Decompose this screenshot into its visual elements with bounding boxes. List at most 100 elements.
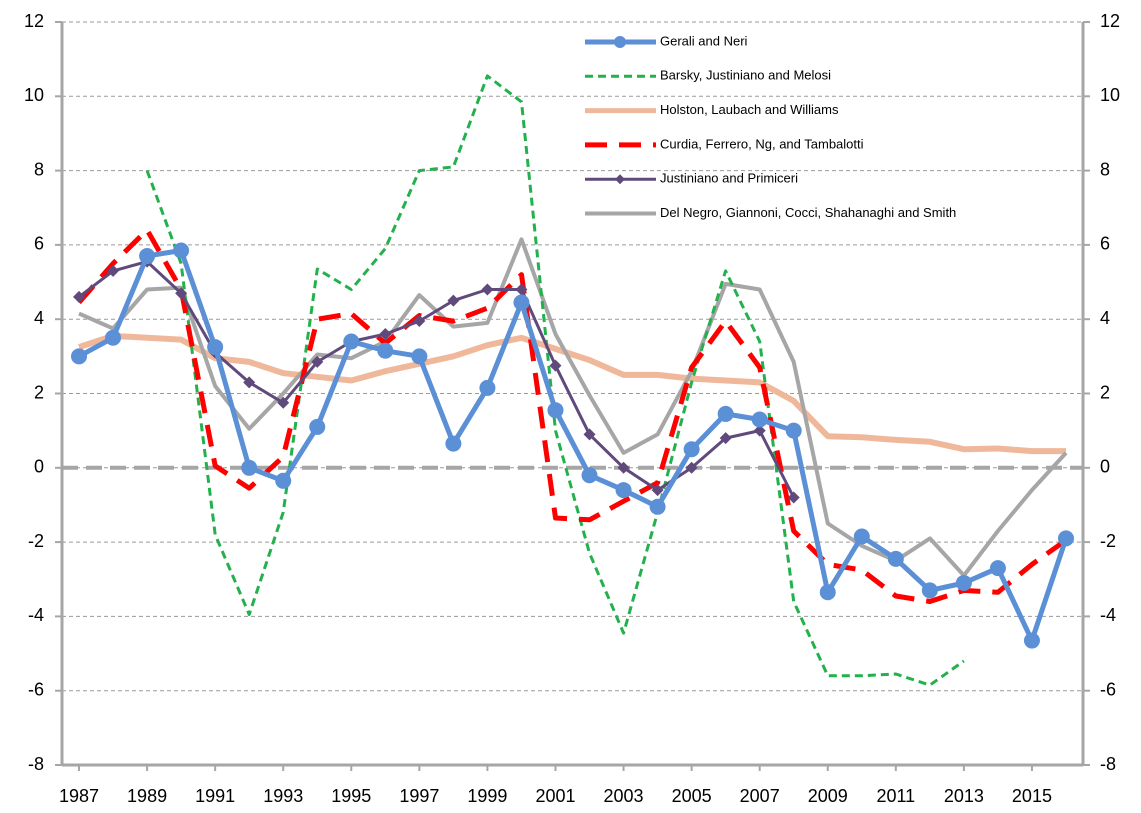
point-marker — [481, 283, 494, 296]
legend-label: Curdia, Ferrero, Ng, and Tambalotti — [660, 136, 864, 151]
x-tick-label: 1987 — [59, 786, 99, 806]
point-marker — [241, 459, 258, 476]
x-tick-label: 2009 — [808, 786, 848, 806]
point-marker — [819, 584, 836, 601]
point-marker — [651, 484, 664, 497]
y-tick-label: 8 — [34, 159, 44, 179]
point-marker — [1023, 632, 1040, 649]
point-marker — [411, 348, 428, 365]
legend-marker — [614, 36, 626, 48]
point-marker — [377, 342, 394, 359]
x-tick-label: 2013 — [944, 786, 984, 806]
point-marker — [719, 432, 732, 445]
point-marker — [515, 283, 528, 296]
point-marker — [173, 242, 190, 259]
legend-label: Del Negro, Giannoni, Cocci, Shahanaghi a… — [660, 205, 956, 220]
point-marker — [887, 550, 904, 567]
y2-tick-label: -6 — [1100, 679, 1116, 699]
y-tick-label: -4 — [28, 605, 44, 625]
point-marker — [853, 528, 870, 545]
legend-marker — [615, 174, 625, 185]
point-marker — [921, 582, 938, 599]
y2-tick-label: 0 — [1100, 457, 1110, 477]
point-marker — [275, 472, 292, 489]
point-marker — [549, 359, 562, 372]
y-tick-label: 0 — [34, 457, 44, 477]
point-marker — [785, 422, 802, 439]
point-marker — [1057, 530, 1074, 547]
x-tick-label: 2007 — [740, 786, 780, 806]
y2-tick-label: 6 — [1100, 234, 1110, 254]
point-marker — [685, 461, 698, 474]
x-tick-label: 1989 — [127, 786, 167, 806]
y-tick-label: 4 — [34, 308, 44, 328]
legend-label: Gerali and Neri — [660, 33, 748, 48]
point-marker — [311, 355, 324, 368]
point-marker — [139, 248, 156, 265]
legend-label: Holston, Laubach and Williams — [660, 102, 839, 117]
y-tick-label: 2 — [34, 382, 44, 402]
point-marker — [343, 333, 360, 350]
point-marker — [955, 574, 972, 591]
point-marker — [107, 264, 120, 277]
series-line — [78, 237, 1068, 578]
y2-tick-label: 8 — [1100, 159, 1110, 179]
y-tick-label: -2 — [28, 531, 44, 551]
point-marker — [581, 467, 598, 484]
y-tick-label: -6 — [28, 679, 44, 699]
x-tick-label: 2011 — [876, 786, 915, 806]
point-marker — [105, 329, 122, 346]
point-marker — [615, 482, 632, 499]
point-marker — [479, 379, 496, 396]
x-tick-label: 2005 — [672, 786, 712, 806]
point-marker — [379, 328, 392, 341]
y2-tick-label: -8 — [1100, 754, 1116, 774]
x-tick-label: 1993 — [263, 786, 303, 806]
point-marker — [547, 402, 564, 419]
point-marker — [989, 560, 1006, 577]
point-marker — [447, 294, 460, 307]
point-marker — [71, 348, 88, 365]
x-tick-label: 1997 — [399, 786, 439, 806]
point-marker — [73, 290, 86, 303]
y2-tick-label: -2 — [1100, 531, 1116, 551]
x-tick-label: 2001 — [535, 786, 575, 806]
y2-tick-label: 4 — [1100, 308, 1110, 328]
series-line — [77, 227, 1068, 604]
point-marker — [649, 498, 666, 515]
point-marker — [717, 405, 734, 422]
y-tick-label: -8 — [28, 754, 44, 774]
series-line — [78, 332, 1066, 455]
y2-tick-label: 2 — [1100, 382, 1110, 402]
point-marker — [445, 435, 462, 452]
y-tick-label: 6 — [34, 234, 44, 254]
point-marker — [751, 411, 768, 428]
series-line — [77, 248, 1069, 643]
x-tick-label: 2015 — [1012, 786, 1052, 806]
y-tick-label: 10 — [24, 85, 44, 105]
point-marker — [683, 441, 700, 458]
legend-label: Justiniano and Primiceri — [660, 171, 798, 186]
point-marker — [309, 418, 326, 435]
x-tick-label: 2003 — [604, 786, 644, 806]
point-marker — [513, 294, 530, 311]
x-tick-label: 1991 — [195, 786, 235, 806]
point-marker — [243, 376, 256, 389]
point-marker — [787, 491, 800, 504]
point-marker — [753, 424, 766, 437]
legend-label: Barsky, Justiniano and Melosi — [660, 68, 831, 83]
point-marker — [413, 315, 426, 328]
point-marker — [207, 339, 224, 356]
point-marker — [175, 287, 188, 300]
y2-tick-label: -4 — [1100, 605, 1116, 625]
x-tick-label: 1995 — [331, 786, 371, 806]
x-tick-label: 1999 — [467, 786, 507, 806]
point-marker — [617, 461, 630, 474]
y2-tick-label: 12 — [1100, 11, 1120, 31]
point-marker — [583, 428, 596, 441]
point-marker — [277, 396, 290, 409]
series-line — [145, 74, 965, 687]
y-tick-label: 12 — [24, 11, 44, 31]
